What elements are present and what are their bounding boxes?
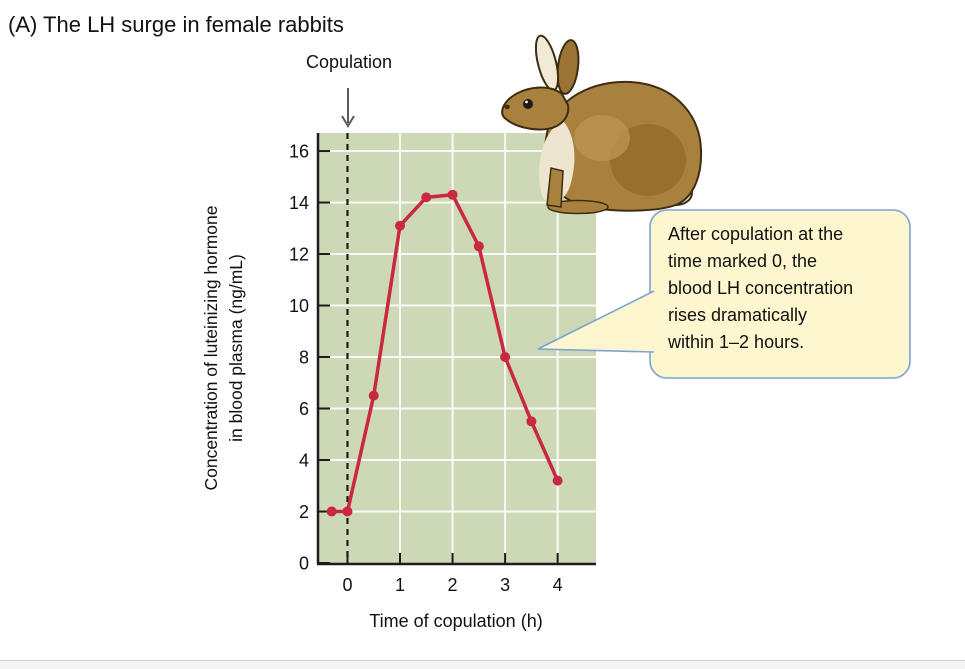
- rabbit-back-shade: [574, 115, 630, 161]
- lh-data-point: [500, 352, 511, 363]
- lh-data-point: [368, 390, 379, 401]
- lh-data-point: [552, 475, 563, 486]
- y-tick-label: 8: [299, 348, 309, 368]
- rabbit-head: [501, 86, 570, 131]
- lh-series-line: [329, 193, 560, 514]
- y-axis-label: Concentration of luteinizing hormone in …: [201, 205, 246, 491]
- x-tick-label: 1: [395, 575, 405, 595]
- rabbit-illustration: [501, 34, 703, 215]
- x-tick-label: 0: [342, 575, 352, 595]
- copulation-annotation-label: Copulation: [305, 52, 393, 72]
- rabbit-nose: [504, 104, 510, 110]
- lh-data-point: [326, 506, 337, 517]
- rabbit-foot: [547, 199, 609, 215]
- y-tick-label: 12: [289, 245, 309, 265]
- copulation-arrow-head: [341, 115, 355, 128]
- x-tick-label: 2: [448, 575, 458, 595]
- lh-data-point: [395, 220, 406, 231]
- footer-bar: [0, 660, 965, 669]
- lh-data-point: [526, 416, 537, 427]
- callout-text: After copulation at the time marked 0, t…: [668, 224, 854, 352]
- rabbit-front-leg: [546, 167, 564, 208]
- lh-data-point: [473, 241, 484, 252]
- y-tick-label: 10: [289, 296, 309, 316]
- lh-data-point: [421, 192, 432, 203]
- rabbit-belly: [539, 120, 575, 204]
- callout-tail: [537, 290, 655, 353]
- rabbit-eye-glint: [525, 100, 528, 104]
- lh-data-point: [342, 506, 353, 517]
- rabbit-ear-back: [556, 39, 580, 95]
- rabbit-eye: [523, 99, 533, 109]
- x-axis-label: Time of copulation (h): [369, 611, 543, 631]
- y-tick-label: 14: [289, 193, 309, 213]
- figure-title: (A) The LH surge in female rabbits: [8, 12, 344, 37]
- y-tick-label: 2: [299, 502, 309, 522]
- y-tick-label: 6: [299, 399, 309, 419]
- x-tick-label: 3: [500, 575, 510, 595]
- callout-bubble: [537, 209, 911, 379]
- lh-data-point: [447, 189, 458, 200]
- y-tick-label: 4: [299, 451, 309, 471]
- y-tick-label: 16: [289, 142, 309, 162]
- y-tick-label: 0: [299, 554, 309, 574]
- x-tick-label: 4: [553, 575, 563, 595]
